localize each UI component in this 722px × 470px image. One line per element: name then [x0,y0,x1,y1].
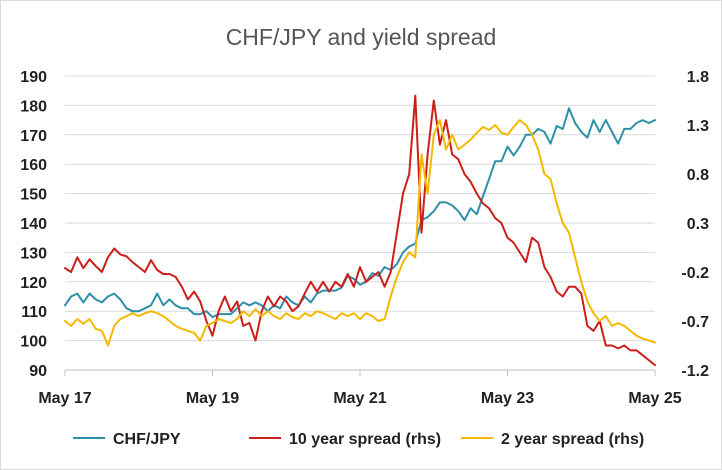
left-tick-label: 120 [20,275,47,292]
left-tick-label: 130 [20,245,47,262]
series-lines [64,94,656,367]
left-tick-label: 110 [21,304,47,321]
right-axis-ticks: -1.2 -0.7 -0.2 0.3 0.8 1.3 1.8 [681,69,709,380]
series-line-chf-jpy [64,107,656,319]
right-tick-label: 0.8 [687,167,709,184]
left-tick-label: 90 [29,363,47,380]
x-tick-label: May 17 [38,390,91,407]
legend-label: 10 year spread (rhs) [289,431,441,448]
series-line-10-year-spread-rhs [64,94,656,367]
x-axis-ticks: May 17 May 19 May 21 May 23 May 25 [38,370,682,407]
legend-label: 2 year spread (rhs) [501,431,644,448]
left-tick-label: 100 [20,334,47,351]
left-tick-label: 160 [20,157,47,174]
chart-title: CHF/JPY and yield spread [226,24,497,50]
series-line-2-year-spread-rhs [64,119,656,347]
left-tick-label: 170 [20,128,47,145]
x-tick-label: May 25 [628,390,681,407]
x-tick-label: May 21 [333,390,386,407]
right-tick-label: 1.3 [687,118,709,135]
x-tick-label: May 23 [481,390,534,407]
left-tick-label: 180 [20,98,47,115]
legend-label: CHF/JPY [113,431,181,448]
left-tick-label: 150 [20,187,47,204]
left-tick-label: 140 [20,216,47,233]
left-axis-ticks: 90 100 110 120 130 140 150 160 170 180 190 [20,69,47,380]
x-tick-label: May 19 [186,390,239,407]
left-tick-label: 190 [20,69,47,86]
right-tick-label: 0.3 [687,216,709,233]
right-tick-label: 1.8 [687,69,709,86]
legend: CHF/JPY 10 year spread (rhs) 2 year spread… [73,431,644,448]
right-tick-label: -0.2 [681,265,709,282]
right-tick-label: -0.7 [681,314,709,331]
right-tick-label: -1.2 [681,363,709,380]
gridlines [65,75,655,342]
